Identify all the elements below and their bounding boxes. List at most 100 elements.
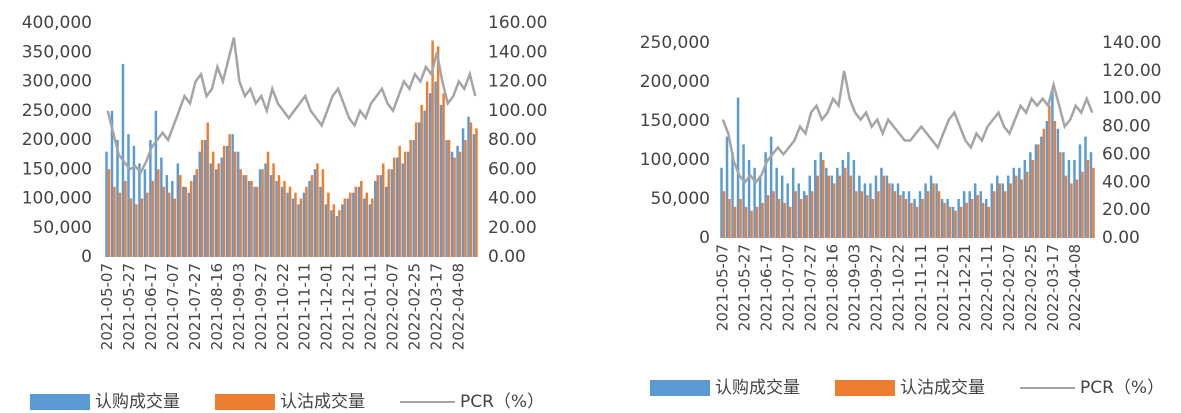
bar <box>217 163 220 257</box>
bar <box>753 167 756 238</box>
bar <box>866 195 869 238</box>
x-tick-label: 2021-05-07 <box>713 244 731 331</box>
bar <box>475 128 478 257</box>
bar <box>946 199 949 238</box>
bar <box>376 175 379 257</box>
bar <box>797 183 800 238</box>
bar <box>1056 128 1060 238</box>
y2-tick-label: 40.00 <box>1102 172 1151 192</box>
y2-tick-label: 160.00 <box>488 13 547 33</box>
bar <box>852 160 856 238</box>
bar <box>233 151 237 257</box>
bar <box>1042 128 1046 238</box>
bar <box>962 191 966 238</box>
bar <box>204 140 207 257</box>
bar <box>412 140 415 257</box>
bar <box>929 175 933 238</box>
legend-label: 认购成交量 <box>715 378 800 398</box>
bar <box>214 169 218 257</box>
y-tick-label: 200,000 <box>640 72 710 92</box>
bar <box>1023 160 1027 238</box>
bar <box>316 163 319 257</box>
bar <box>113 186 116 257</box>
y-tick-label: 200,000 <box>22 130 92 150</box>
bar <box>913 199 916 238</box>
y-tick-label: 100,000 <box>640 150 710 170</box>
bar <box>456 145 459 257</box>
x-tick-label: 2021-12-21 <box>340 263 358 350</box>
bar <box>788 206 792 238</box>
pcr-line <box>721 70 1094 185</box>
bar <box>253 186 256 257</box>
bar <box>302 192 306 257</box>
bar <box>135 204 138 257</box>
bar <box>736 97 740 238</box>
bar <box>855 191 858 238</box>
bar <box>1012 167 1016 238</box>
x-tick-label: 2021-09-27 <box>252 263 270 350</box>
x-tick-label: 2021-12-01 <box>934 244 952 331</box>
bar <box>173 198 177 257</box>
bar <box>1073 160 1076 238</box>
bar <box>1018 167 1021 238</box>
bar <box>775 167 778 238</box>
bar <box>280 186 284 257</box>
x-tick-label: 2021-09-03 <box>846 244 864 331</box>
y2-tick-label: 100.00 <box>488 101 547 121</box>
y2-tick-label: 60.00 <box>488 159 537 179</box>
bar <box>425 81 429 257</box>
bar <box>294 192 297 257</box>
bar <box>1026 171 1029 238</box>
bar <box>896 183 900 238</box>
x-tick-label: 2021-07-07 <box>779 244 797 331</box>
x-tick-label: 2022-04-08 <box>449 263 467 350</box>
x-tick-label: 2022-02-25 <box>405 263 423 350</box>
bar <box>198 151 201 257</box>
bar <box>932 183 935 238</box>
bar <box>891 183 894 238</box>
bar <box>291 198 295 257</box>
bar <box>772 191 775 238</box>
x-tick-label: 2021-08-16 <box>824 244 842 331</box>
bar <box>808 175 811 238</box>
y-tick-label: 100,000 <box>22 189 92 209</box>
bar <box>1081 171 1084 238</box>
bar <box>827 175 831 238</box>
bar <box>299 198 303 257</box>
bar <box>885 175 889 238</box>
bar <box>255 186 259 257</box>
bar <box>258 169 262 257</box>
bar <box>742 144 745 238</box>
bar <box>965 202 968 238</box>
bar <box>1062 152 1065 238</box>
x-tick-label: 2021-12-21 <box>956 244 974 331</box>
bar <box>849 175 853 238</box>
bar <box>420 104 423 258</box>
bar <box>225 145 229 257</box>
bar <box>116 140 119 257</box>
bar <box>874 175 878 238</box>
bar <box>863 183 867 238</box>
bar <box>766 195 770 238</box>
x-tick-label: 2022-02-25 <box>1022 244 1040 331</box>
bar <box>445 140 448 257</box>
bar <box>747 160 751 238</box>
bar <box>346 198 350 257</box>
bar <box>814 160 817 238</box>
bar <box>791 167 795 238</box>
bar <box>319 186 322 257</box>
bar <box>288 186 292 257</box>
bar <box>286 192 289 257</box>
bar <box>888 183 891 238</box>
bar <box>836 167 839 238</box>
bar <box>154 110 158 257</box>
y-tick-label: 150,000 <box>22 159 92 179</box>
bar <box>447 140 451 257</box>
bar <box>984 199 988 238</box>
bar <box>324 204 328 257</box>
bar <box>1034 144 1038 238</box>
x-tick-label: 2021-07-07 <box>164 263 182 350</box>
bar <box>1051 89 1054 238</box>
bar <box>725 136 729 238</box>
bar <box>731 152 734 238</box>
